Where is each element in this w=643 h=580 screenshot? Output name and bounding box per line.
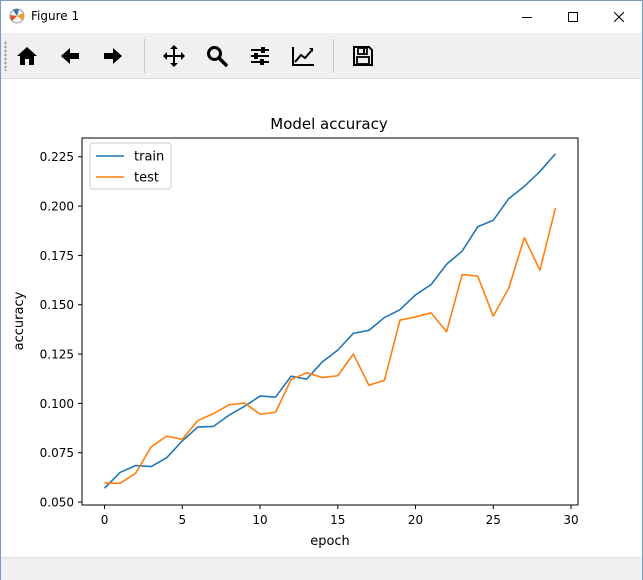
y-axis-label: accuracy: [12, 291, 27, 350]
y-tick-label: 0.050: [40, 496, 74, 510]
zoom-button[interactable]: [201, 40, 233, 72]
series-line-test: [104, 207, 557, 485]
y-tick-label: 0.225: [40, 150, 74, 164]
save-button[interactable]: [347, 40, 379, 72]
toolbar-separator: [333, 39, 334, 73]
figure-canvas[interactable]: Model accuracy 0 5 10 15 20 25 30 0.050 0.075 0.…: [1, 79, 642, 557]
y-tick-label: 0.150: [40, 298, 74, 312]
window-title: Figure 1: [31, 9, 80, 23]
chart-title: Model accuracy: [270, 115, 388, 133]
y-tick-label: 0.175: [40, 249, 74, 263]
home-button[interactable]: [11, 40, 43, 72]
y-axis-ticks: 0.050 0.075 0.100 0.125 0.150 0.175 0.200 0.225: [40, 150, 82, 510]
x-tick-label: 30: [563, 513, 578, 527]
maximize-button[interactable]: [550, 1, 596, 32]
close-icon: [614, 11, 624, 22]
edit-axes-button[interactable]: [287, 40, 319, 72]
close-button[interactable]: [596, 1, 642, 32]
y-tick-label: 0.200: [40, 200, 74, 214]
pan-button[interactable]: [158, 40, 190, 72]
line-chart: Model accuracy 0 5 10 15 20 25 30 0.0500.0750.…: [12, 115, 579, 549]
series-line-train: [103, 153, 557, 489]
series-lines: [103, 153, 557, 489]
save-icon: [353, 46, 373, 66]
x-tick-label: 5: [178, 513, 186, 527]
toolbar-grip[interactable]: [4, 41, 7, 71]
title-bar[interactable]: Figure 1: [1, 1, 642, 32]
x-tick-label: 15: [330, 513, 345, 527]
plot-area: [81, 137, 579, 506]
maximize-icon: [568, 11, 578, 22]
home-icon: [17, 47, 37, 65]
y-tick-label: 0.075: [40, 446, 74, 460]
legend: train test: [89, 142, 172, 190]
pan-icon: [163, 45, 185, 67]
legend-label-train: train: [134, 150, 164, 165]
back-arrow-icon: [61, 48, 79, 64]
navigation-toolbar: [1, 33, 642, 79]
toolbar-separator: [144, 39, 145, 73]
edit-axes-icon: [292, 47, 314, 66]
x-axis-label: epoch: [310, 534, 350, 549]
minimize-icon: [522, 16, 532, 18]
status-bar: [1, 557, 642, 580]
back-button[interactable]: [54, 40, 86, 72]
x-tick-label: 0: [101, 513, 109, 527]
x-tick-label: 10: [252, 513, 267, 527]
zoom-icon: [207, 46, 228, 67]
matplotlib-icon: [9, 8, 25, 24]
forward-button[interactable]: [97, 40, 129, 72]
y-tick-label: 0.100: [40, 397, 74, 411]
x-axis-ticks: 0 5 10 15 20 25 30: [101, 505, 579, 527]
x-tick-label: 25: [486, 513, 501, 527]
forward-arrow-icon: [104, 48, 122, 64]
minimize-button[interactable]: [504, 1, 550, 32]
subplots-config-button[interactable]: [244, 40, 276, 72]
legend-label-test: test: [134, 171, 159, 186]
subplots-config-icon: [251, 47, 269, 65]
y-tick-label: 0.125: [40, 348, 74, 362]
x-tick-label: 20: [408, 513, 423, 527]
